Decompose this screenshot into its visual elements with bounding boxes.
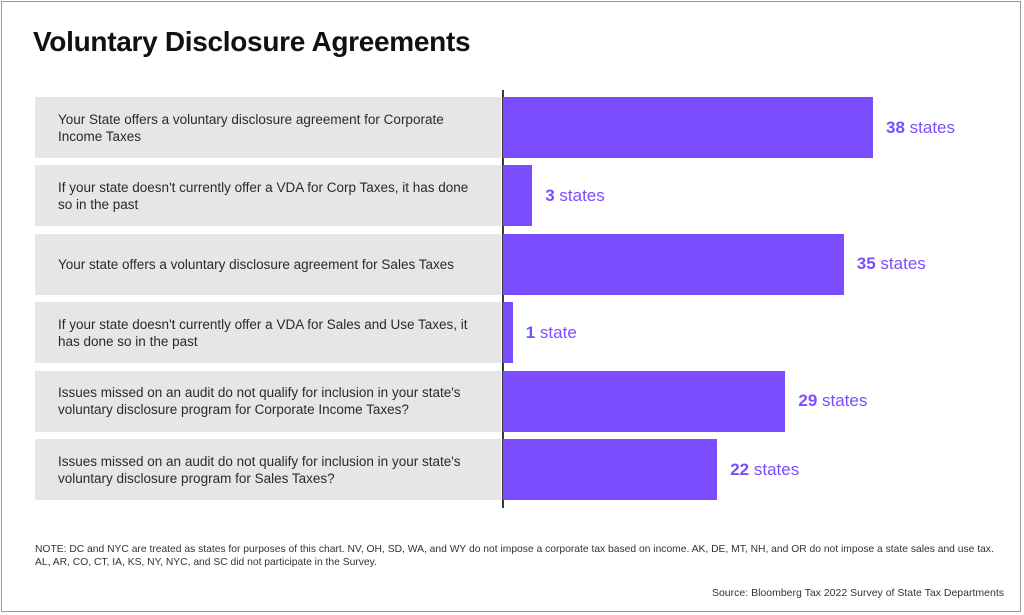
category-label: If your state doesn't currently offer a … xyxy=(35,302,501,364)
data-label-number: 29 xyxy=(798,391,818,411)
category-label-text: Issues missed on an audit do not qualify… xyxy=(58,453,461,486)
data-label-unit: states xyxy=(817,391,868,411)
category-label-text: Your State offers a voluntary disclosure… xyxy=(58,111,444,144)
chart-title: Voluntary Disclosure Agreements xyxy=(33,26,471,57)
data-label: 1 state xyxy=(526,323,577,343)
data-label-unit: state xyxy=(535,322,577,342)
data-label: 35 states xyxy=(857,254,926,274)
category-label-text: Issues missed on an audit do not qualify… xyxy=(58,385,461,418)
bar xyxy=(503,97,873,158)
data-label-number: 38 xyxy=(886,117,905,137)
data-label-unit: states xyxy=(904,117,956,137)
data-label-number: 22 xyxy=(730,459,750,479)
data-label: 29 states xyxy=(798,391,867,411)
data-label: 38 states xyxy=(886,118,955,138)
data-label-unit: states xyxy=(749,459,800,479)
bar xyxy=(503,165,533,227)
category-label-text: Your state offers a voluntary disclosure… xyxy=(58,256,454,272)
category-label-text: If your state doesn't currently offer a … xyxy=(58,179,469,212)
data-label: 22 states xyxy=(730,460,799,480)
chart-source: Source: Bloomberg Tax 2022 Survey of Sta… xyxy=(711,587,1004,599)
category-label: If your state doesn't currently offer a … xyxy=(35,165,501,227)
data-label-number: 1 xyxy=(525,322,536,342)
category-label: Your state offers a voluntary disclosure… xyxy=(35,233,501,295)
chart-note: NOTE: DC and NYC are treated as states f… xyxy=(35,544,994,568)
category-label: Issues missed on an audit do not qualify… xyxy=(35,439,501,500)
data-label: 3 states xyxy=(545,186,605,206)
bar xyxy=(503,302,513,364)
bar xyxy=(503,233,844,295)
data-label-number: 35 xyxy=(856,254,876,274)
bar xyxy=(503,439,718,500)
data-label-unit: states xyxy=(554,185,605,205)
data-label-number: 3 xyxy=(545,185,555,205)
bar xyxy=(503,370,786,432)
data-label-unit: states xyxy=(875,254,926,274)
category-label: Issues missed on an audit do not qualify… xyxy=(35,370,501,432)
axis-line xyxy=(502,90,504,508)
category-label: Your State offers a voluntary disclosure… xyxy=(35,97,501,158)
category-label-text: If your state doesn't currently offer a … xyxy=(58,316,468,349)
